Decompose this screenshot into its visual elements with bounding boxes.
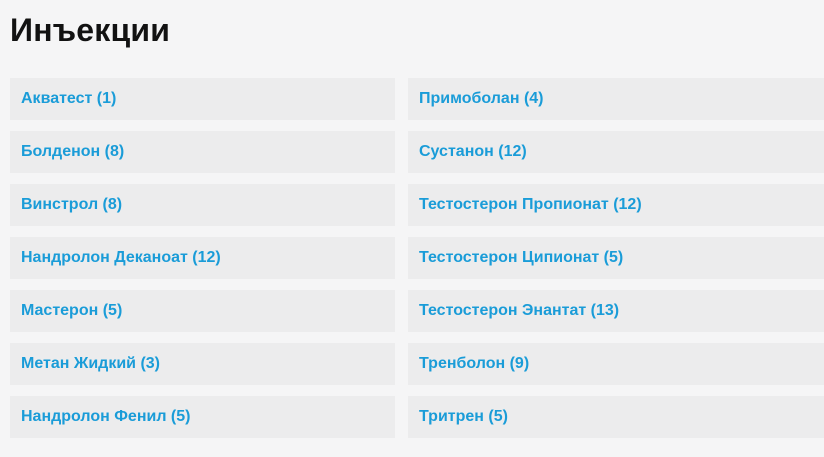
category-link[interactable]: Болденон (8): [21, 143, 125, 160]
category-link[interactable]: Метан Жидкий (3): [21, 355, 160, 372]
category-column-right: Примоболан (4) Сустанон (12) Тестостерон…: [408, 78, 824, 449]
category-row: Акватест (1): [10, 78, 395, 120]
category-link[interactable]: Сустанон (12): [419, 143, 527, 160]
category-link[interactable]: Акватест (1): [21, 90, 117, 107]
category-row: Мастерон (5): [10, 290, 395, 332]
category-link[interactable]: Винстрол (8): [21, 196, 123, 213]
category-row: Болденон (8): [10, 131, 395, 173]
category-link[interactable]: Тестостерон Пропионат (12): [419, 196, 642, 213]
category-row: Метан Жидкий (3): [10, 343, 395, 385]
category-link[interactable]: Примоболан (4): [419, 90, 544, 107]
category-row: Тестостерон Энантат (13): [408, 290, 824, 332]
category-link[interactable]: Тестостерон Ципионат (5): [419, 249, 624, 266]
category-row: Тритрен (5): [408, 396, 824, 438]
category-row: Сустанон (12): [408, 131, 824, 173]
page-title: Инъекции: [10, 12, 171, 48]
category-row: Тестостерон Пропионат (12): [408, 184, 824, 226]
category-row: Тестостерон Ципионат (5): [408, 237, 824, 279]
category-row: Тренболон (9): [408, 343, 824, 385]
category-grid: Акватест (1) Болденон (8) Винстрол (8) Н…: [10, 78, 824, 449]
category-row: Нандролон Деканоат (12): [10, 237, 395, 279]
category-link[interactable]: Нандролон Деканоат (12): [21, 249, 221, 266]
category-link[interactable]: Тритрен (5): [419, 408, 508, 425]
category-link[interactable]: Тестостерон Энантат (13): [419, 302, 620, 319]
category-link[interactable]: Нандролон Фенил (5): [21, 408, 191, 425]
category-row: Примоболан (4): [408, 78, 824, 120]
category-link[interactable]: Тренболон (9): [419, 355, 530, 372]
category-column-left: Акватест (1) Болденон (8) Винстрол (8) Н…: [10, 78, 395, 449]
category-link[interactable]: Мастерон (5): [21, 302, 123, 319]
category-page: Инъекции Акватест (1) Болденон (8) Винст…: [0, 12, 824, 449]
category-row: Нандролон Фенил (5): [10, 396, 395, 438]
category-row: Винстрол (8): [10, 184, 395, 226]
